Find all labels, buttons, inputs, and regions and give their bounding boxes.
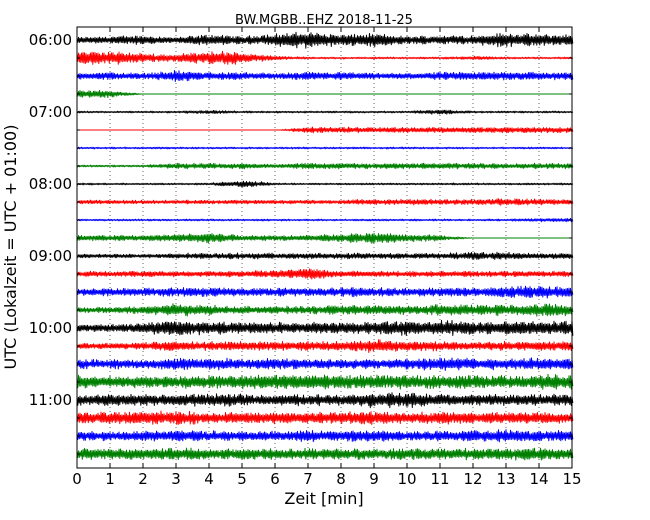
trace-0900: [76, 251, 574, 260]
x-tick-label: 9: [369, 470, 379, 488]
x-axis-ticks: 0 1 2 3 4 5 6 7 8 9 10 11 12 13 14 15: [72, 27, 582, 488]
x-tick-label: 14: [529, 470, 548, 488]
trace-0915: [76, 268, 574, 280]
x-tick-label: 1: [105, 470, 115, 488]
trace-1015: [76, 339, 574, 353]
trace-1130: [76, 429, 574, 443]
trace-0715: [77, 126, 574, 134]
trace-1000: [76, 319, 574, 336]
trace-0930: [76, 285, 574, 299]
trace-0615: [76, 50, 574, 65]
x-tick-label: 15: [562, 470, 581, 488]
x-tick-label: 7: [303, 470, 313, 488]
x-tick-label: 12: [463, 470, 482, 488]
x-tick-label: 11: [430, 470, 449, 488]
y-axis-ticks: 06:00 07:00 08:00 09:00 10:00 11:00: [29, 31, 572, 455]
x-tick-label: 4: [204, 470, 214, 488]
y-tick-label: 06:00: [29, 31, 72, 49]
trace-0730: [76, 146, 574, 150]
trace-0845: [76, 232, 572, 244]
y-tick-label: 08:00: [29, 175, 72, 193]
x-tick-label: 10: [397, 470, 416, 488]
y-tick-label: 07:00: [29, 103, 72, 121]
x-tick-label: 2: [138, 470, 148, 488]
trace-0645: [76, 89, 572, 98]
vertical-grid: [109, 27, 540, 468]
x-tick-label: 3: [171, 470, 181, 488]
trace-0830: [76, 217, 574, 223]
trace-1115: [76, 410, 574, 425]
trace-0600: [76, 31, 574, 49]
y-tick-label: 10:00: [29, 319, 72, 337]
x-tick-label: 5: [237, 470, 247, 488]
trace-0815: [76, 198, 574, 206]
x-axis-label: Zeit [min]: [284, 489, 363, 508]
x-tick-label: 0: [72, 470, 82, 488]
y-axis-label: UTC (Lokalzeit = UTC + 01:00): [1, 125, 20, 370]
trace-0945: [76, 303, 574, 317]
trace-0630: [76, 70, 574, 82]
y-tick-label: 11:00: [29, 391, 72, 409]
trace-1045: [76, 373, 574, 390]
plot-frame: [76, 26, 573, 469]
trace-1145: [76, 447, 574, 461]
chart-title: BW.MGBB..EHZ 2018-11-25: [235, 13, 413, 28]
trace-0800: [76, 180, 574, 188]
y-tick-label: 09:00: [29, 247, 72, 265]
trace-group: [76, 31, 574, 461]
x-tick-label: 13: [496, 470, 515, 488]
x-tick-label: 6: [270, 470, 280, 488]
x-tick-label: 8: [336, 470, 346, 488]
trace-0745: [76, 162, 574, 170]
trace-1100: [76, 392, 574, 409]
trace-0700: [76, 109, 574, 115]
trace-1030: [76, 357, 574, 371]
